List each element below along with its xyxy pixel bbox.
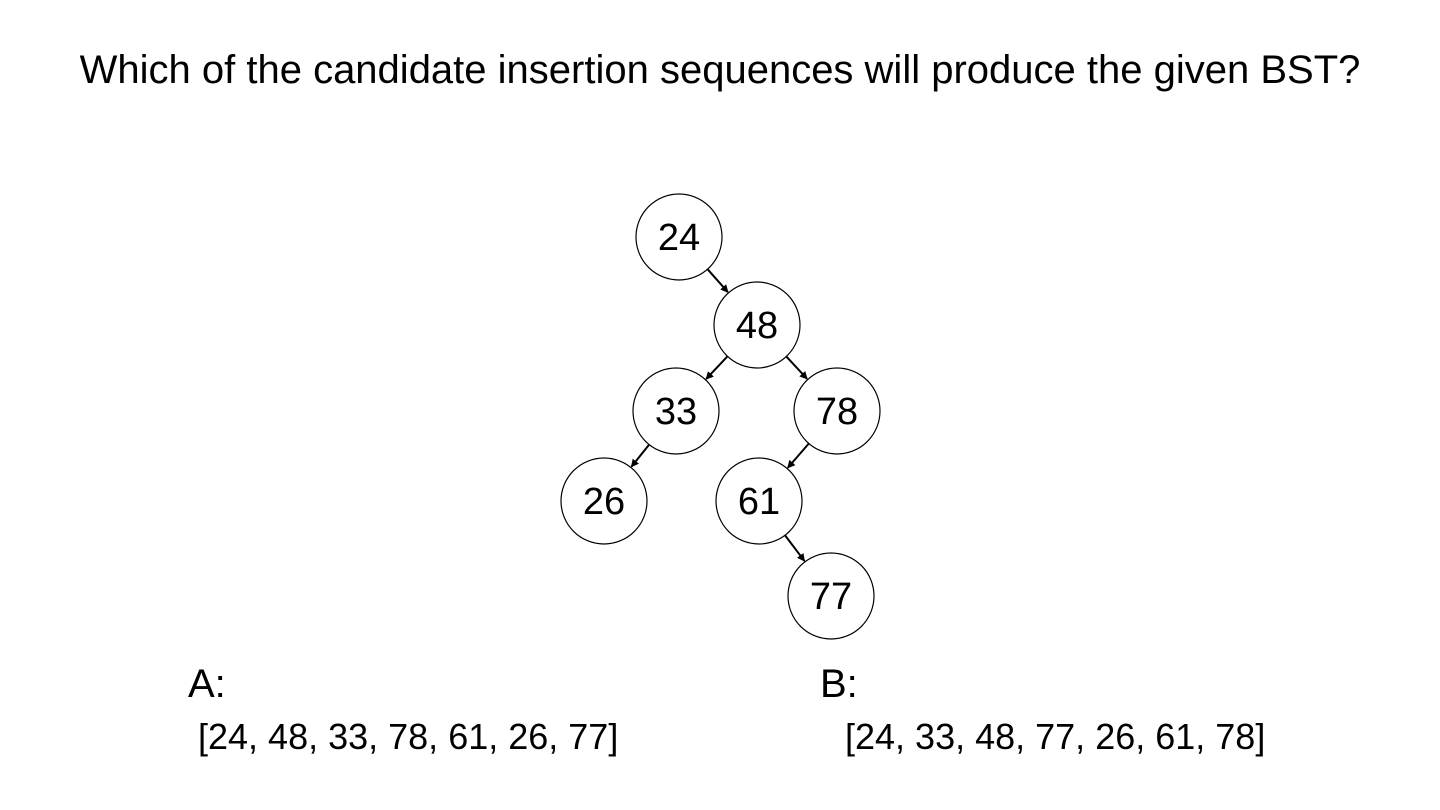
node-label: 26 xyxy=(583,481,625,523)
node-circle xyxy=(793,367,881,455)
tree-node-33: 33 xyxy=(632,367,720,455)
tree-nodes: 24 48 33 78 26 61 77 xyxy=(560,193,881,640)
node-label: 24 xyxy=(658,217,700,259)
tree-node-48: 48 xyxy=(713,281,801,369)
question-text: Which of the candidate insertion sequenc… xyxy=(79,48,1361,92)
edge-33-to-26 xyxy=(630,443,650,468)
option-a-sequence: [24, 48, 33, 78, 61, 26, 77] xyxy=(198,716,619,757)
edge-48-to-78 xyxy=(785,355,808,380)
tree-node-61: 61 xyxy=(715,457,803,545)
node-label: 61 xyxy=(738,481,780,523)
tree-node-78: 78 xyxy=(793,367,881,455)
node-circle xyxy=(787,552,875,640)
node-circle xyxy=(632,367,720,455)
tree-edges xyxy=(630,268,810,562)
option-a-label: A: xyxy=(188,662,226,706)
node-circle xyxy=(715,457,803,545)
node-label: 48 xyxy=(736,305,778,347)
node-label: 77 xyxy=(810,576,852,618)
option-b-label: B: xyxy=(820,662,858,706)
tree-node-24: 24 xyxy=(635,193,723,281)
option-b-sequence: [24, 33, 48, 77, 26, 61, 78] xyxy=(845,716,1266,757)
tree-node-26: 26 xyxy=(560,457,648,545)
edge-61-to-77 xyxy=(784,534,806,562)
edge-78-to-61 xyxy=(787,442,810,469)
edge-24-to-48 xyxy=(706,268,729,293)
node-label: 33 xyxy=(655,391,697,433)
node-circle xyxy=(713,281,801,369)
node-circle xyxy=(560,457,648,545)
edge-48-to-33 xyxy=(705,355,729,380)
tree-node-77: 77 xyxy=(787,552,875,640)
node-label: 78 xyxy=(816,391,858,433)
node-circle xyxy=(635,193,723,281)
